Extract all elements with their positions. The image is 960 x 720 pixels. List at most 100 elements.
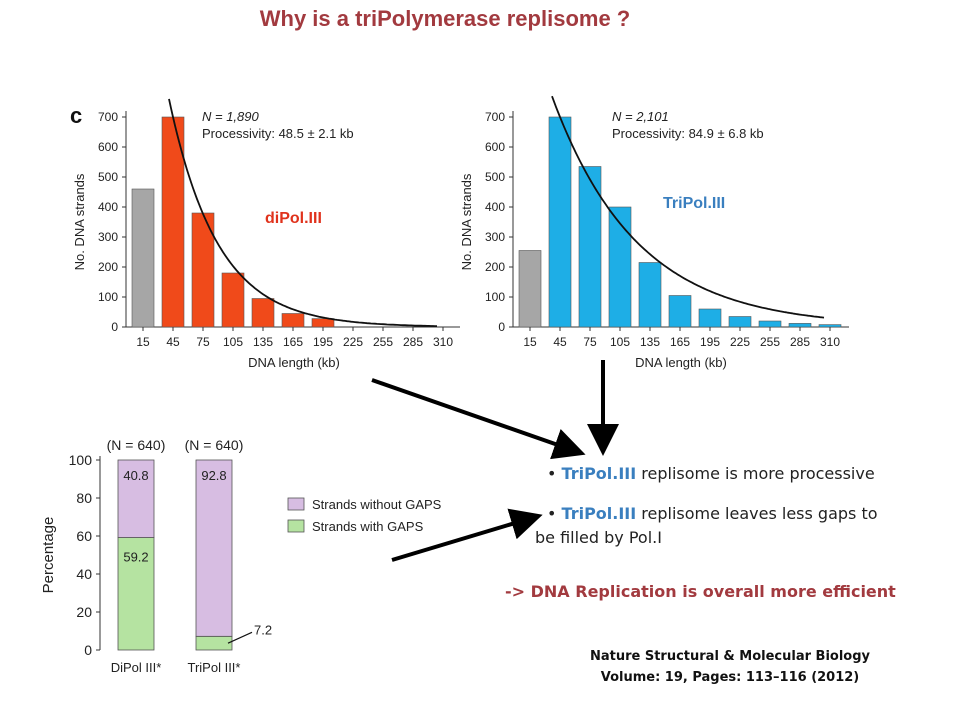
- conclusion-text: -> DNA Replication is overall more effic…: [505, 582, 896, 601]
- bar: [608, 206, 632, 328]
- bar: [728, 316, 752, 328]
- chart-dipol: c 0 100 200 300 400 500 600 700 15 45 75 105 135 165 1…: [70, 98, 460, 370]
- bar: [788, 323, 812, 328]
- y-axis-label: No. DNA strands: [459, 173, 474, 270]
- series-label: diPol.III: [265, 210, 322, 227]
- data-label: 40.8: [123, 468, 148, 483]
- data-label: 7.2: [254, 622, 272, 637]
- bar-with-gaps: [117, 537, 155, 651]
- bullet-item-2: • TriPol.III replisome leaves less gaps …: [547, 504, 878, 523]
- x-tick-label: 165: [670, 335, 690, 349]
- y-tick-label: 500: [98, 170, 118, 184]
- y-tick-label: 40: [76, 566, 92, 582]
- x-tick-label: 255: [760, 335, 780, 349]
- x-tick-label: 75: [583, 335, 597, 349]
- y-tick-label: 700: [485, 110, 505, 124]
- x-tick-label: 285: [790, 335, 810, 349]
- fit-curve: [551, 95, 825, 319]
- y-tick-label: 100: [485, 290, 505, 304]
- panel-letter: c: [70, 103, 82, 128]
- y-tick-label: 20: [76, 604, 92, 620]
- chart-tripol: 0 100 200 300 400 500 600 700 15 45 75 105 135 165 195…: [459, 95, 849, 370]
- y-tick-label: 400: [485, 200, 505, 214]
- x-tick-label: 45: [166, 335, 180, 349]
- y-tick-label: 0: [498, 320, 505, 334]
- fit-curve: [168, 98, 437, 328]
- y-tick-label: 100: [69, 452, 93, 468]
- x-tick-label: 255: [373, 335, 393, 349]
- bar: [698, 308, 722, 328]
- bullet-highlight: TriPol.III: [561, 504, 637, 523]
- group-n-label: (N = 640): [107, 437, 166, 453]
- callout-line: [227, 631, 253, 644]
- series-label: TriPol.III: [663, 195, 725, 212]
- annotation-processivity: Processivity: 84.9 ± 6.8 kb: [612, 126, 764, 141]
- bullet-text: replisome leaves less gaps to: [636, 504, 878, 523]
- y-tick-label: 600: [485, 140, 505, 154]
- x-tick-label: 45: [553, 335, 567, 349]
- page-title: Why is a triPolymerase replisome ?: [259, 6, 631, 31]
- bar-with-gaps: [195, 635, 233, 651]
- y-tick-label: 300: [98, 230, 118, 244]
- x-tick-label: 15: [523, 335, 537, 349]
- y-tick-label: 400: [98, 200, 118, 214]
- data-label: 92.8: [201, 468, 226, 483]
- chart-gaps: 0 20 40 60 80 100 Percentage DiPol III* (N = 640…: [40, 437, 442, 675]
- bullet-item-1: • TriPol.III replisome is more processiv…: [547, 464, 875, 483]
- y-tick-label: 500: [485, 170, 505, 184]
- x-tick-label: 310: [433, 335, 453, 349]
- annotation-processivity: Processivity: 48.5 ± 2.1 kb: [202, 126, 354, 141]
- bar-without-gaps: [117, 459, 155, 538]
- x-tick-label: 135: [253, 335, 273, 349]
- bar-without-gaps: [195, 459, 233, 637]
- x-tick-label: 15: [136, 335, 150, 349]
- bar: [311, 318, 335, 328]
- y-tick-label: 200: [485, 260, 505, 274]
- bar: [668, 295, 692, 328]
- x-tick-label: 105: [223, 335, 243, 349]
- bullet-text: replisome is more processive: [636, 464, 875, 483]
- legend-label: Strands without GAPS: [312, 497, 442, 512]
- bar: [131, 188, 155, 328]
- bullet-continuation: be filled by Pol.I: [535, 528, 662, 547]
- x-tick-label: DiPol III*: [111, 660, 162, 675]
- y-tick-label: 600: [98, 140, 118, 154]
- y-tick-label: 0: [84, 642, 92, 658]
- y-axis-label: No. DNA strands: [72, 173, 87, 270]
- bar: [578, 166, 602, 328]
- annotation-n: N = 1,890: [202, 109, 260, 124]
- bullet-list: • TriPol.III replisome is more processiv…: [535, 462, 955, 550]
- legend-label: Strands with GAPS: [312, 519, 424, 534]
- y-tick-label: 80: [76, 490, 92, 506]
- bar: [548, 116, 572, 328]
- x-tick-label: 225: [730, 335, 750, 349]
- x-tick-label: 135: [640, 335, 660, 349]
- legend-swatch: [287, 497, 305, 511]
- x-axis-label: DNA length (kb): [635, 355, 727, 370]
- y-axis-label: Percentage: [40, 517, 57, 594]
- x-tick-label: 285: [403, 335, 423, 349]
- y-tick-label: 0: [111, 320, 118, 334]
- citation-journal: Nature Structural & Molecular Biology: [589, 649, 871, 664]
- data-label: 59.2: [123, 550, 148, 565]
- x-tick-label: 310: [820, 335, 840, 349]
- bar: [638, 262, 662, 328]
- y-tick-label: 700: [98, 110, 118, 124]
- y-tick-label: 300: [485, 230, 505, 244]
- bar: [518, 250, 542, 328]
- bar: [251, 298, 275, 328]
- group-n-label: (N = 640): [185, 437, 244, 453]
- x-axis-label: DNA length (kb): [248, 355, 340, 370]
- bar: [221, 272, 245, 328]
- x-tick-label: 195: [313, 335, 333, 349]
- y-tick-label: 100: [98, 290, 118, 304]
- x-tick-label: 225: [343, 335, 363, 349]
- x-tick-label: 195: [700, 335, 720, 349]
- bar: [818, 324, 842, 328]
- bar: [281, 313, 305, 328]
- annotation-n: N = 2,101: [612, 109, 669, 124]
- x-tick-label: TriPol III*: [188, 660, 241, 675]
- citation: Nature Structural & Molecular Biology Vo…: [560, 646, 900, 688]
- bar: [758, 320, 782, 328]
- x-tick-label: 165: [283, 335, 303, 349]
